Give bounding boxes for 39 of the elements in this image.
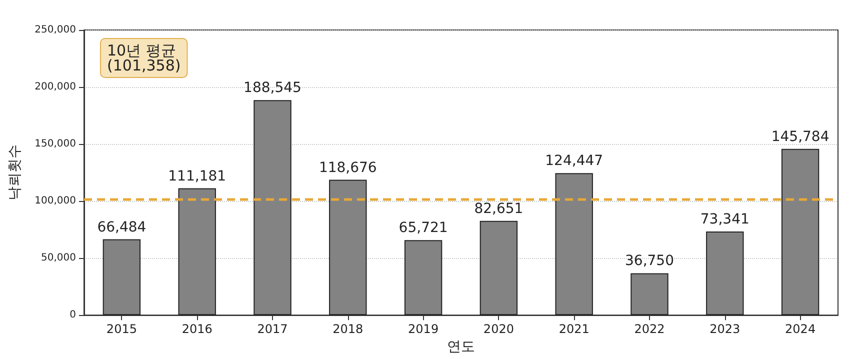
y-tick-label: 100,000 [34,196,76,207]
bar [555,173,593,316]
x-tick-label: 2021 [558,322,590,336]
data-label: 65,721 [398,220,448,236]
y-tick-label: 150,000 [34,138,76,150]
bar [630,273,668,316]
y-tick-label: 250,000 [34,24,76,36]
x-tick-label: 2019 [408,322,439,336]
x-tick-label: 2015 [106,322,137,336]
bar [329,180,367,316]
x-tick-label: 2016 [182,322,212,336]
y-tick-label: 50,000 [41,252,76,264]
x-tick-label: 2024 [785,322,816,336]
data-label: 124,447 [545,153,604,170]
x-tick-label: 2020 [483,322,514,336]
data-label: 73,341 [700,211,750,228]
x-tick-label: 2022 [634,322,665,336]
data-label: 82,651 [474,200,524,217]
data-label: 145,784 [771,128,830,145]
bar [480,220,518,316]
x-tick-label: 2017 [257,322,288,336]
data-label: 66,484 [97,219,146,236]
y-tick-label: 200,000 [34,82,76,93]
bar [102,239,141,316]
y-tick-label: 0 [70,310,76,321]
annotation: 10년 평균 (101,358) [107,42,181,74]
bar [178,188,216,316]
data-label: 111,181 [168,168,226,184]
bar [781,148,820,316]
x-tick-label: 2018 [332,322,364,336]
data-label: 118,676 [318,160,377,176]
x-tick-label: 2023 [710,322,740,336]
bar [404,240,442,316]
x-axis-title: 연도 [447,339,475,355]
bar [254,100,292,316]
data-label: 188,545 [244,80,302,96]
data-label: 36,750 [625,253,674,270]
y-axis-title: 낙뢰횟수 [7,144,23,201]
bar [706,231,744,316]
